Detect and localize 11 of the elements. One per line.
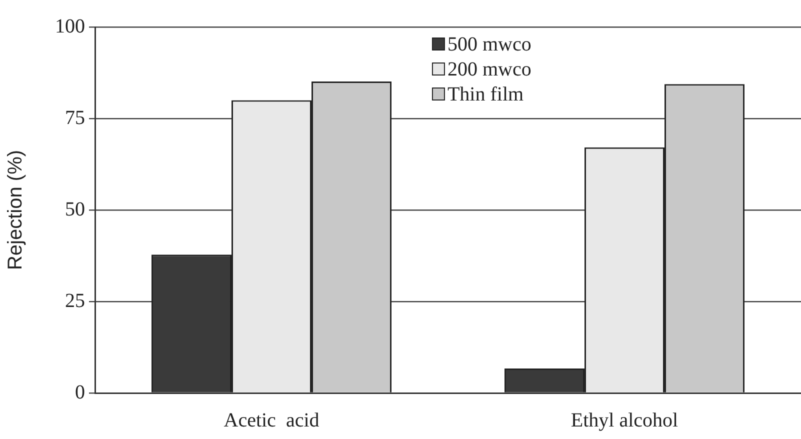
legend-label: 500 mwco (447, 33, 532, 56)
y-tick-label: 100 (55, 15, 85, 38)
y-tick-label: 50 (65, 198, 85, 220)
legend-label: Thin film (447, 83, 524, 106)
y-tick-label: 25 (65, 290, 85, 312)
y-tick-label: 0 (75, 381, 85, 404)
x-tick-label: Ethyl alcohol (570, 409, 679, 432)
y-tick-label: 75 (65, 106, 85, 129)
y-axis-title: Rejection (%) (4, 150, 27, 270)
legend-label: 200 mwco (447, 58, 532, 80)
x-tick-label: Acetic acid (224, 409, 320, 432)
